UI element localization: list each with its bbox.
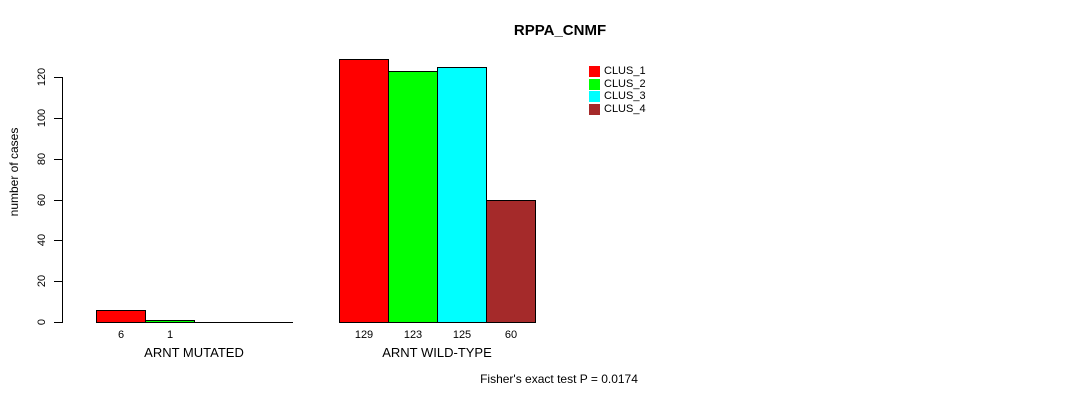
y-tick-label: 20 (36, 275, 48, 288)
bar-clus_2 (388, 70, 438, 323)
bar-value-label: 6 (117, 329, 125, 341)
legend-item: CLUS_4 (589, 102, 646, 116)
legend-label: CLUS_2 (604, 77, 646, 90)
y-tick-label: 100 (36, 108, 48, 128)
legend-label: CLUS_4 (604, 102, 646, 115)
bar-clus_4 (486, 199, 536, 323)
bar-value-label: 125 (452, 329, 472, 341)
legend-label: CLUS_1 (604, 65, 646, 77)
bar-value-label: 123 (403, 329, 423, 341)
bar-value-label: 60 (504, 329, 518, 341)
y-tick (54, 117, 62, 119)
y-tick (54, 322, 62, 323)
legend-swatch-clus_3 (589, 91, 600, 103)
y-tick-label: 80 (36, 152, 48, 165)
annotation-text: Fisher's exact test P = 0.0174 (480, 372, 638, 386)
y-tick (54, 240, 62, 242)
legend-item: CLUS_3 (589, 90, 646, 103)
legend-item: CLUS_1 (589, 65, 646, 78)
y-tick (54, 77, 62, 78)
y-tick-label: 40 (36, 234, 48, 247)
y-axis-line (62, 77, 63, 323)
legend-swatch-clus_2 (589, 78, 600, 90)
y-axis-label: number of cases (7, 127, 21, 217)
bar-value-label: 1 (166, 329, 174, 341)
legend-swatch-clus_1 (589, 66, 600, 78)
y-tick-label: 120 (36, 67, 48, 87)
bar-clus_3 (437, 66, 487, 323)
legend: CLUS_1 CLUS_2 CLUS_3 CLUS_4 (589, 65, 646, 116)
y-tick-label: 0 (36, 318, 48, 326)
y-tick (54, 158, 62, 160)
y-tick (54, 199, 62, 201)
bar-clus_1 (96, 309, 146, 323)
chart-title: RPPA_CNMF (513, 22, 607, 39)
group-label: ARNT WILD-TYPE (382, 345, 492, 360)
legend-label: CLUS_3 (604, 90, 646, 102)
legend-swatch-clus_4 (589, 103, 600, 115)
bar-clus_1 (339, 58, 389, 323)
y-tick (54, 281, 62, 283)
legend-item: CLUS_2 (589, 77, 646, 91)
y-tick-label: 60 (36, 193, 48, 206)
group-label: ARNT MUTATED (144, 345, 244, 360)
bar-clus_2 (145, 319, 195, 323)
bar-value-label: 129 (354, 329, 374, 341)
